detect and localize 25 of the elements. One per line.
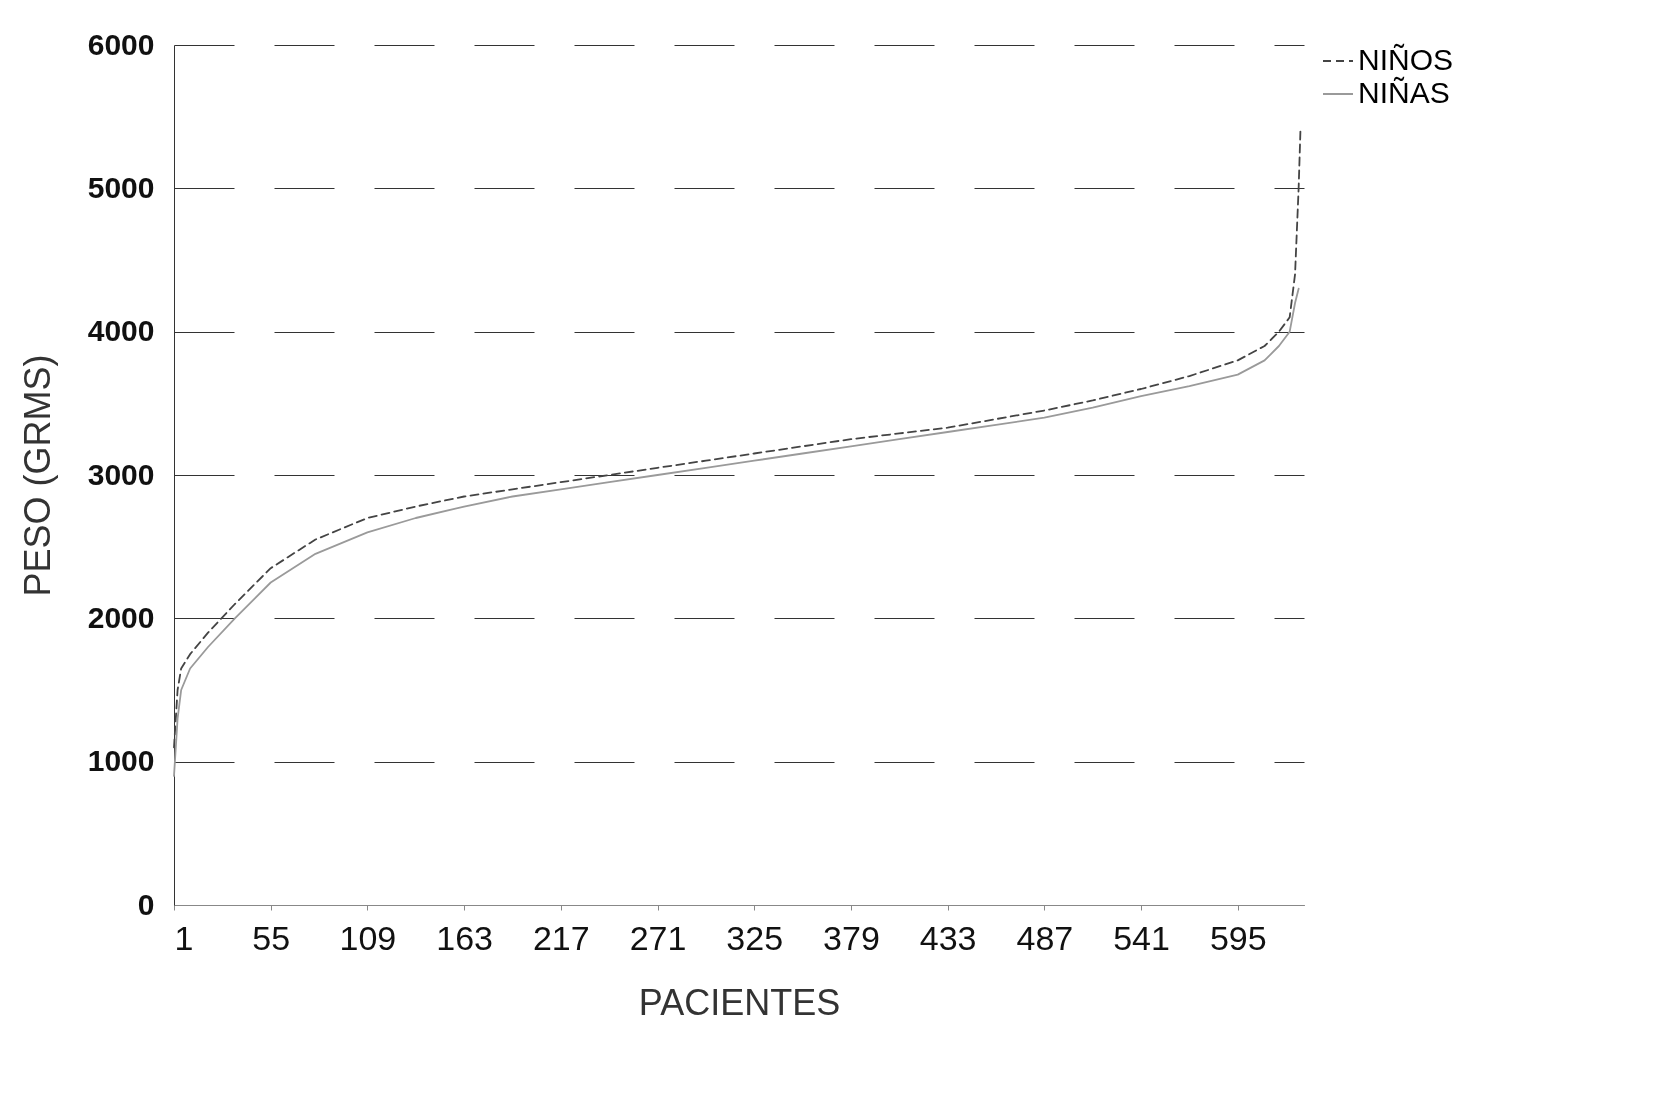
y-tick-label: 6000	[87, 27, 155, 61]
y-tick-label: 3000	[87, 457, 155, 491]
y-axis-title: PESO (GRMS)	[16, 354, 58, 597]
y-tick-label: 4000	[87, 314, 155, 348]
y-tick-label: 2000	[87, 600, 155, 634]
x-tick-label: 595	[1209, 918, 1267, 957]
y-tick-label: 1000	[87, 744, 155, 778]
x-tick-label: 379	[823, 918, 880, 957]
x-tick-label: 433	[919, 918, 977, 957]
y-tick-label: 0	[137, 887, 155, 921]
x-tick-label: 109	[339, 918, 397, 957]
legend-label: NIÑAS	[1358, 76, 1450, 109]
x-tick-label: 487	[1016, 918, 1074, 957]
x-tick-label: 325	[726, 918, 784, 957]
x-tick-label: 163	[436, 918, 493, 957]
y-tick-label: 5000	[87, 170, 155, 204]
line-series	[173, 287, 1300, 777]
line-series	[173, 130, 1302, 749]
x-tick-label: 541	[1113, 918, 1170, 957]
x-tick-label: 217	[532, 918, 590, 957]
x-tick-label: 1	[174, 918, 194, 957]
legend-label: NIÑOS	[1358, 43, 1454, 76]
x-tick-label: 271	[629, 918, 687, 957]
x-axis-title: PACIENTES	[638, 981, 841, 1023]
x-tick-label: 55	[252, 918, 291, 957]
